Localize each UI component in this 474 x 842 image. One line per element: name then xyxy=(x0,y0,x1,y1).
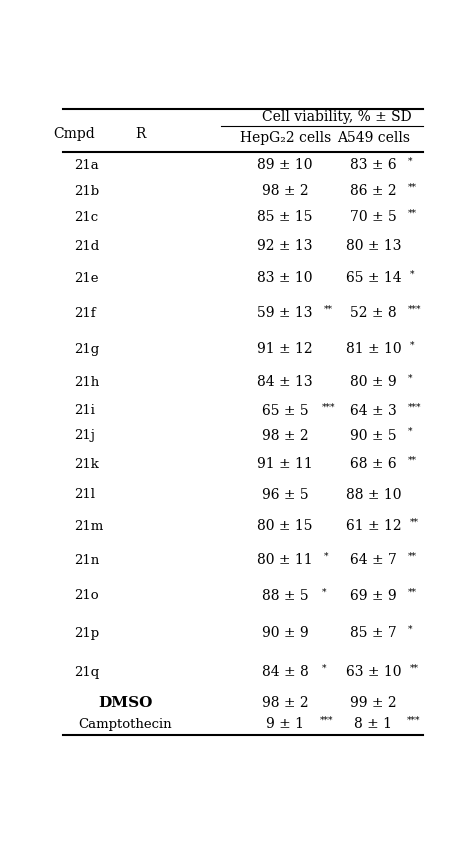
Text: *: * xyxy=(322,663,327,673)
Text: 80 ± 15: 80 ± 15 xyxy=(257,520,313,533)
Text: 70 ± 5: 70 ± 5 xyxy=(350,210,397,224)
Text: 86 ± 2: 86 ± 2 xyxy=(350,184,397,198)
Text: 99 ± 2: 99 ± 2 xyxy=(350,696,397,710)
Text: ***: *** xyxy=(322,402,336,412)
Text: 80 ± 13: 80 ± 13 xyxy=(346,239,401,253)
Text: A549 cells: A549 cells xyxy=(337,131,410,145)
Text: 90 ± 9: 90 ± 9 xyxy=(262,626,309,640)
Text: ***: *** xyxy=(408,402,422,412)
Text: Cmpd: Cmpd xyxy=(53,127,95,141)
Text: 80 ± 11: 80 ± 11 xyxy=(257,553,313,567)
Text: 21a: 21a xyxy=(74,159,99,172)
Text: *: * xyxy=(408,427,413,436)
Text: 21p: 21p xyxy=(74,626,99,640)
Text: **: ** xyxy=(408,183,417,192)
Text: 21h: 21h xyxy=(74,376,99,389)
Text: ***: *** xyxy=(408,305,422,314)
Text: 21m: 21m xyxy=(74,520,103,533)
Text: 92 ± 13: 92 ± 13 xyxy=(257,239,313,253)
Text: **: ** xyxy=(408,209,417,218)
Text: 21b: 21b xyxy=(74,184,99,198)
Text: ***: *** xyxy=(406,716,420,725)
Text: **: ** xyxy=(410,663,419,673)
Text: 88 ± 5: 88 ± 5 xyxy=(262,589,309,603)
Text: DMSO: DMSO xyxy=(98,696,153,710)
Text: 21g: 21g xyxy=(74,343,99,356)
Text: 21k: 21k xyxy=(74,457,99,471)
Text: 96 ± 5: 96 ± 5 xyxy=(262,488,309,502)
Text: 85 ± 7: 85 ± 7 xyxy=(350,626,397,640)
Text: 98 ± 2: 98 ± 2 xyxy=(262,696,309,710)
Text: Camptothecin: Camptothecin xyxy=(79,718,172,731)
Text: **: ** xyxy=(408,588,417,596)
Text: HepG₂2 cells: HepG₂2 cells xyxy=(239,131,331,145)
Text: *: * xyxy=(408,374,413,383)
Text: 64 ± 7: 64 ± 7 xyxy=(350,553,397,567)
Text: 65 ± 5: 65 ± 5 xyxy=(262,404,309,418)
Text: *: * xyxy=(324,552,328,561)
Text: 88 ± 10: 88 ± 10 xyxy=(346,488,401,502)
Text: 84 ± 8: 84 ± 8 xyxy=(262,665,309,679)
Text: 83 ± 6: 83 ± 6 xyxy=(350,158,397,173)
Text: ***: *** xyxy=(320,716,334,725)
Text: *: * xyxy=(410,341,415,350)
Text: 85 ± 15: 85 ± 15 xyxy=(257,210,313,224)
Text: 89 ± 10: 89 ± 10 xyxy=(257,158,313,173)
Text: 91 ± 12: 91 ± 12 xyxy=(257,343,313,356)
Text: 21o: 21o xyxy=(74,589,99,602)
Text: 52 ± 8: 52 ± 8 xyxy=(350,306,397,320)
Text: 61 ± 12: 61 ± 12 xyxy=(346,520,401,533)
Text: R: R xyxy=(135,127,145,141)
Text: 21e: 21e xyxy=(74,271,99,285)
Text: 91 ± 11: 91 ± 11 xyxy=(257,457,313,472)
Text: *: * xyxy=(410,269,415,279)
Text: *: * xyxy=(322,588,327,596)
Text: 68 ± 6: 68 ± 6 xyxy=(350,457,397,472)
Text: 81 ± 10: 81 ± 10 xyxy=(346,343,401,356)
Text: Cell viability, % ± SD: Cell viability, % ± SD xyxy=(262,109,411,124)
Text: 21d: 21d xyxy=(74,240,99,253)
Text: 63 ± 10: 63 ± 10 xyxy=(346,665,401,679)
Text: **: ** xyxy=(324,305,333,314)
Text: **: ** xyxy=(408,456,417,465)
Text: **: ** xyxy=(410,518,419,527)
Text: 80 ± 9: 80 ± 9 xyxy=(350,376,397,389)
Text: 90 ± 5: 90 ± 5 xyxy=(350,429,397,443)
Text: *: * xyxy=(408,157,413,166)
Text: 8 ± 1: 8 ± 1 xyxy=(355,717,392,732)
Text: 84 ± 13: 84 ± 13 xyxy=(257,376,313,389)
Text: 83 ± 10: 83 ± 10 xyxy=(257,271,313,285)
Text: 64 ± 3: 64 ± 3 xyxy=(350,404,397,418)
Text: 9 ± 1: 9 ± 1 xyxy=(266,717,304,732)
Text: 21n: 21n xyxy=(74,553,99,567)
Text: *: * xyxy=(408,625,413,634)
Text: 69 ± 9: 69 ± 9 xyxy=(350,589,397,603)
Text: 21i: 21i xyxy=(74,404,95,418)
Text: 21j: 21j xyxy=(74,429,95,442)
Text: 21q: 21q xyxy=(74,666,99,679)
Text: 98 ± 2: 98 ± 2 xyxy=(262,184,309,198)
Text: 65 ± 14: 65 ± 14 xyxy=(346,271,401,285)
Text: 21f: 21f xyxy=(74,306,96,320)
Text: 98 ± 2: 98 ± 2 xyxy=(262,429,309,443)
Text: 59 ± 13: 59 ± 13 xyxy=(257,306,313,320)
Text: **: ** xyxy=(408,552,417,561)
Text: 21l: 21l xyxy=(74,488,95,501)
Text: 21c: 21c xyxy=(74,210,98,224)
